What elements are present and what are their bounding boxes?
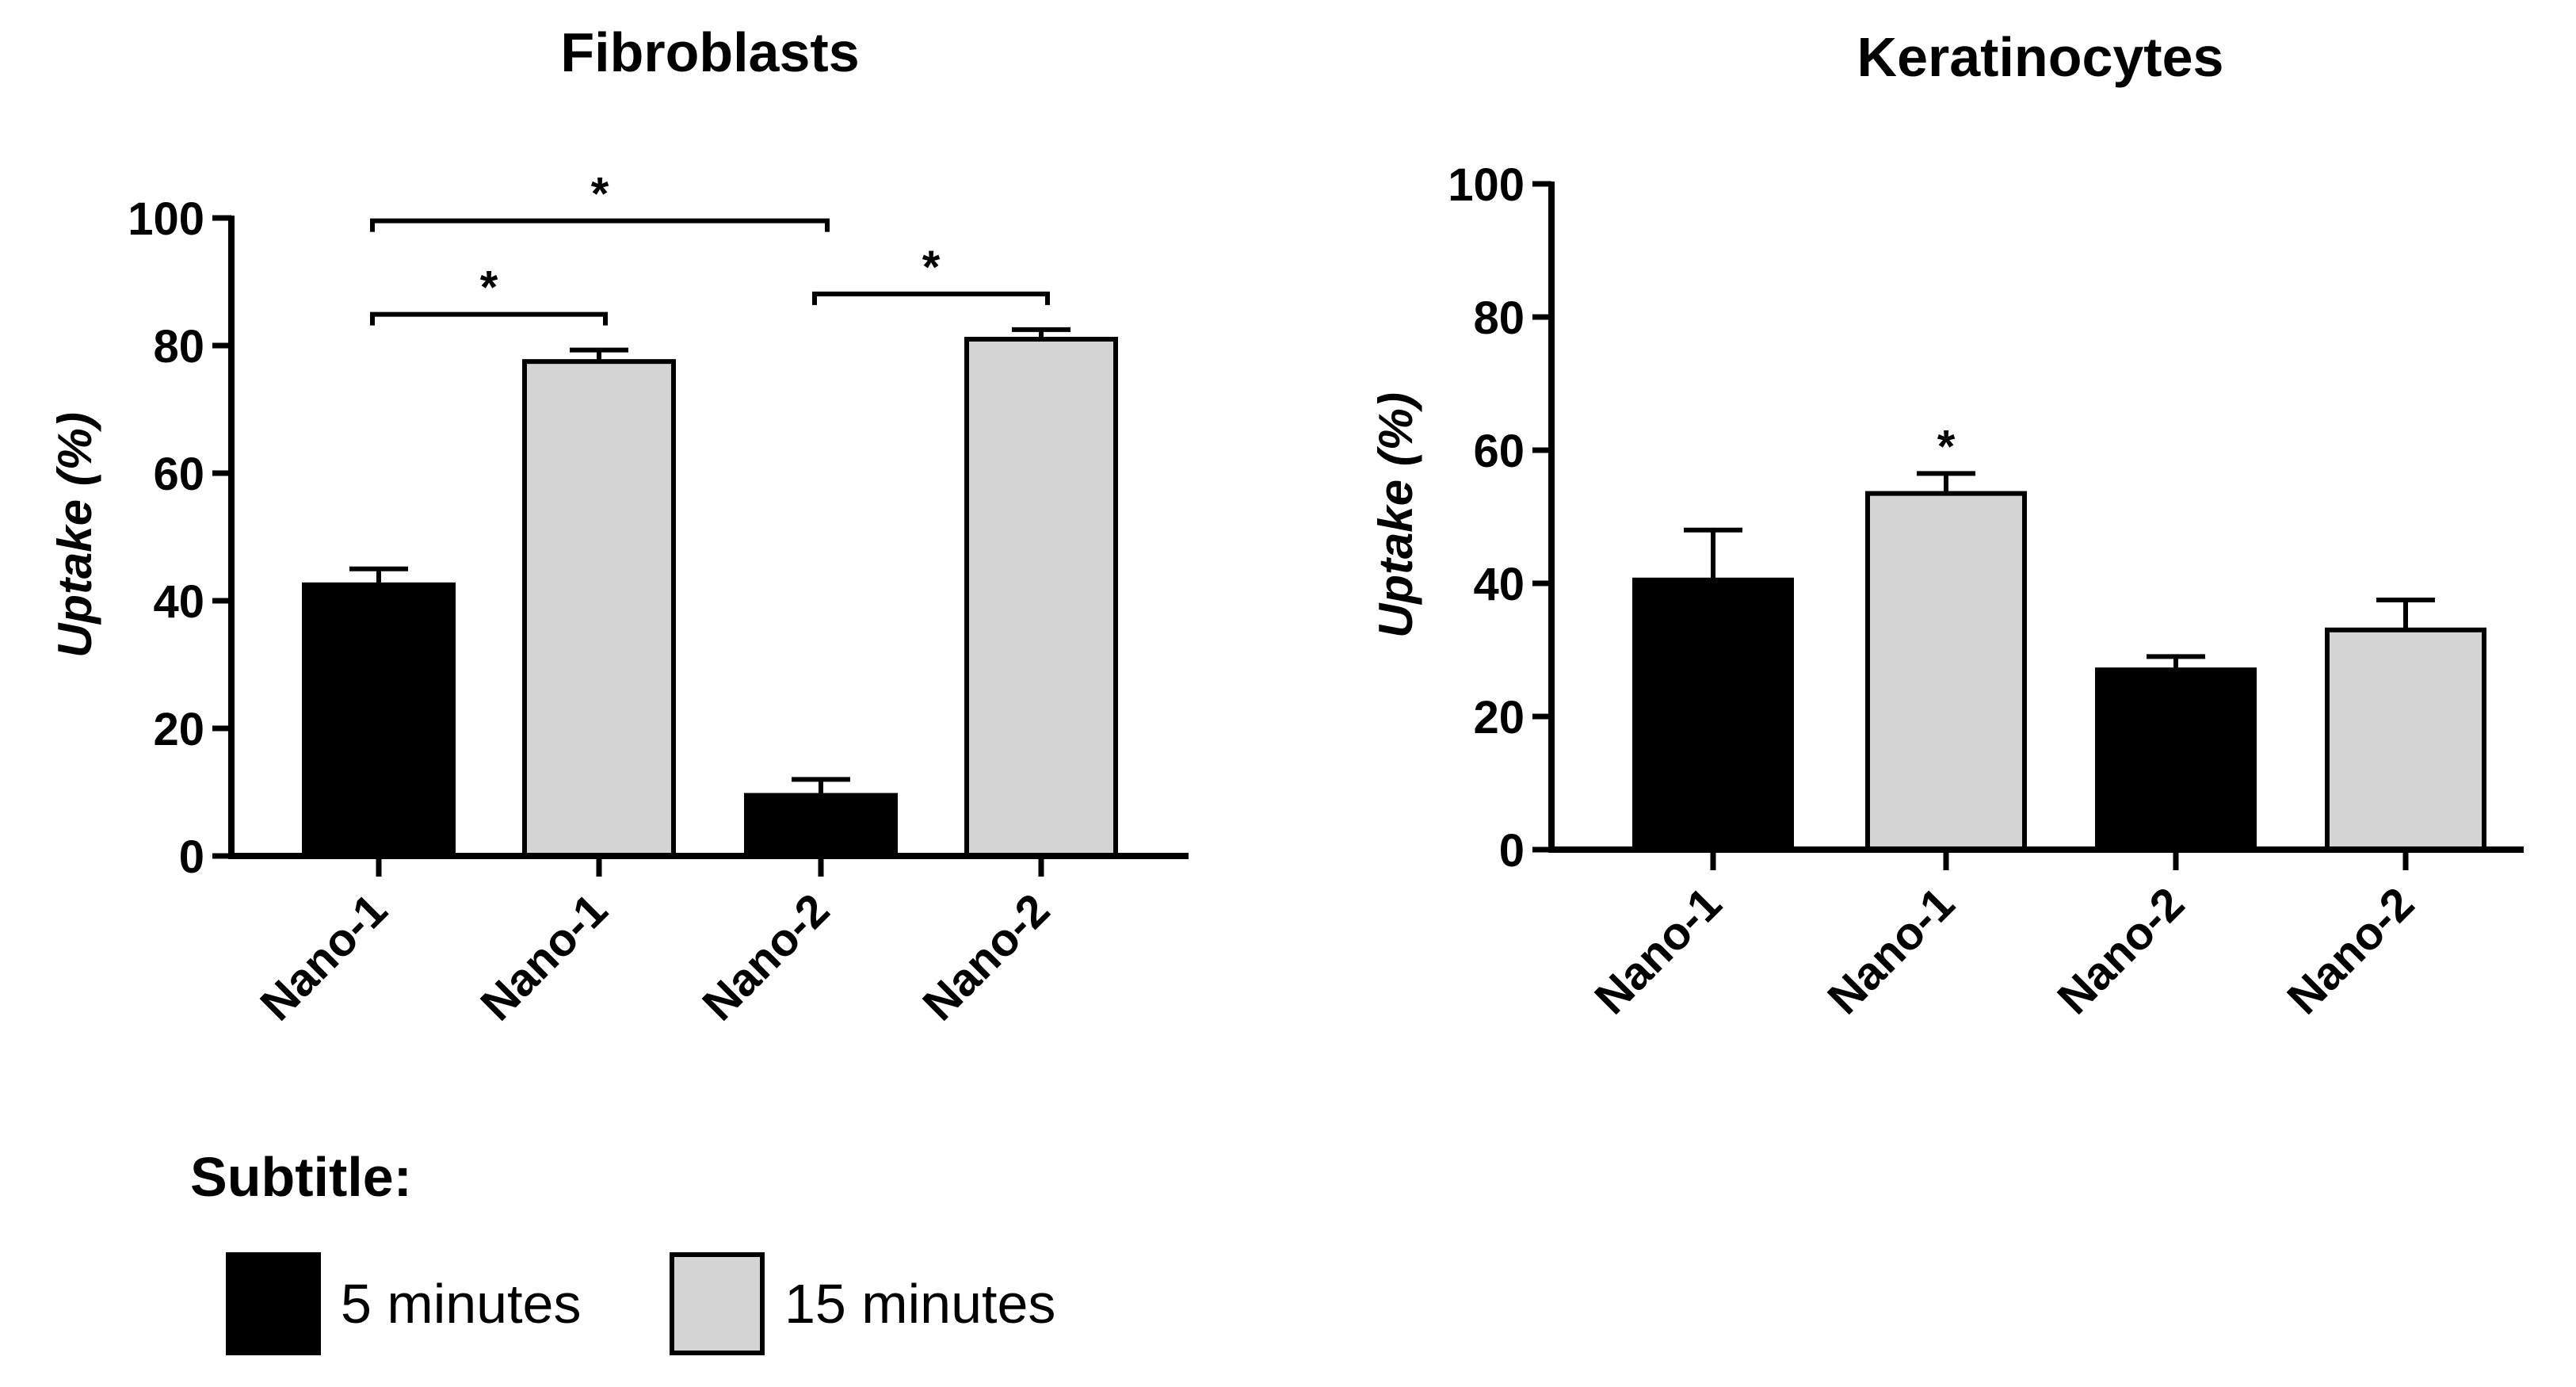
legend-label-15-minutes: 15 minutes — [784, 1273, 1056, 1335]
x-tick-label-fibroblasts-2: Nano-2 — [693, 884, 839, 1030]
x-tick-label-keratinocytes-0: Nano-1 — [1585, 877, 1731, 1024]
x-tick-label-keratinocytes-2: Nano-2 — [2047, 877, 2194, 1024]
significance-star-fibroblasts-0: * — [480, 262, 498, 314]
significance-star-fibroblasts-2: * — [922, 242, 941, 293]
x-tick-label-keratinocytes-1: Nano-1 — [1818, 877, 1964, 1024]
bar-keratinocytes-2 — [2095, 667, 2257, 853]
y-axis-label-fibroblasts: Uptake (%) — [48, 412, 101, 658]
y-axis-label-keratinocytes: Uptake (%) — [1369, 392, 1422, 638]
bar-fibroblasts-3 — [964, 336, 1118, 858]
x-tick-label-fibroblasts-1: Nano-1 — [471, 884, 617, 1030]
bar-fibroblasts-1 — [522, 359, 676, 858]
chart-title-fibroblasts: Fibroblasts — [560, 21, 859, 83]
significance-bracket-fibroblasts-0 — [370, 311, 608, 326]
chart-keratinocytes: Keratinocytes Uptake (%) 0 20 40 60 80 100 Nano-… — [1369, 26, 2524, 1024]
bar-fibroblasts-2 — [744, 793, 898, 859]
legend-title: Subtitle: — [190, 1146, 412, 1208]
significance-star-keratinocytes-0: * — [1937, 421, 1956, 472]
x-tick-label-fibroblasts-0: Nano-1 — [250, 884, 397, 1030]
legend-label-5-minutes: 5 minutes — [341, 1273, 582, 1335]
bar-keratinocytes-1 — [1865, 491, 2027, 852]
legend-swatch-5-minutes — [226, 1252, 321, 1355]
y-tick-label-fibroblasts-100: 100 — [128, 193, 204, 245]
significance-bracket-fibroblasts-2 — [812, 291, 1050, 305]
legend: Subtitle: 5 minutes 15 minutes — [186, 1141, 1216, 1379]
y-tick-label-keratinocytes-100: 100 — [1448, 159, 1525, 211]
legend-swatch-15-minutes — [670, 1252, 765, 1355]
y-tick-label-keratinocytes-20: 20 — [1473, 692, 1525, 743]
bar-fibroblasts-0 — [302, 582, 456, 858]
x-tick-label-fibroblasts-3: Nano-2 — [913, 884, 1059, 1030]
y-tick-label-keratinocytes-0: 0 — [1499, 825, 1525, 877]
significance-star-fibroblasts-1: * — [591, 169, 609, 220]
bar-keratinocytes-3 — [2325, 627, 2486, 852]
x-tick-label-keratinocytes-3: Nano-2 — [2277, 877, 2424, 1024]
y-tick-label-fibroblasts-80: 80 — [153, 321, 204, 373]
y-tick-label-fibroblasts-60: 60 — [153, 449, 204, 500]
chart-fibroblasts: Fibroblasts Uptake (%) 0 20 40 60 80 100 Nano-1 N… — [48, 21, 1189, 1030]
y-tick-label-keratinocytes-80: 80 — [1473, 292, 1525, 344]
y-tick-label-keratinocytes-40: 40 — [1473, 559, 1525, 610]
y-tick-label-keratinocytes-60: 60 — [1473, 426, 1525, 477]
bar-keratinocytes-0 — [1632, 577, 1794, 852]
significance-bracket-fibroblasts-1 — [370, 218, 830, 232]
chart-title-keratinocytes: Keratinocytes — [1857, 26, 2224, 88]
y-tick-label-fibroblasts-20: 20 — [153, 704, 204, 755]
y-tick-label-fibroblasts-40: 40 — [153, 576, 204, 628]
y-tick-label-fibroblasts-0: 0 — [179, 831, 204, 883]
